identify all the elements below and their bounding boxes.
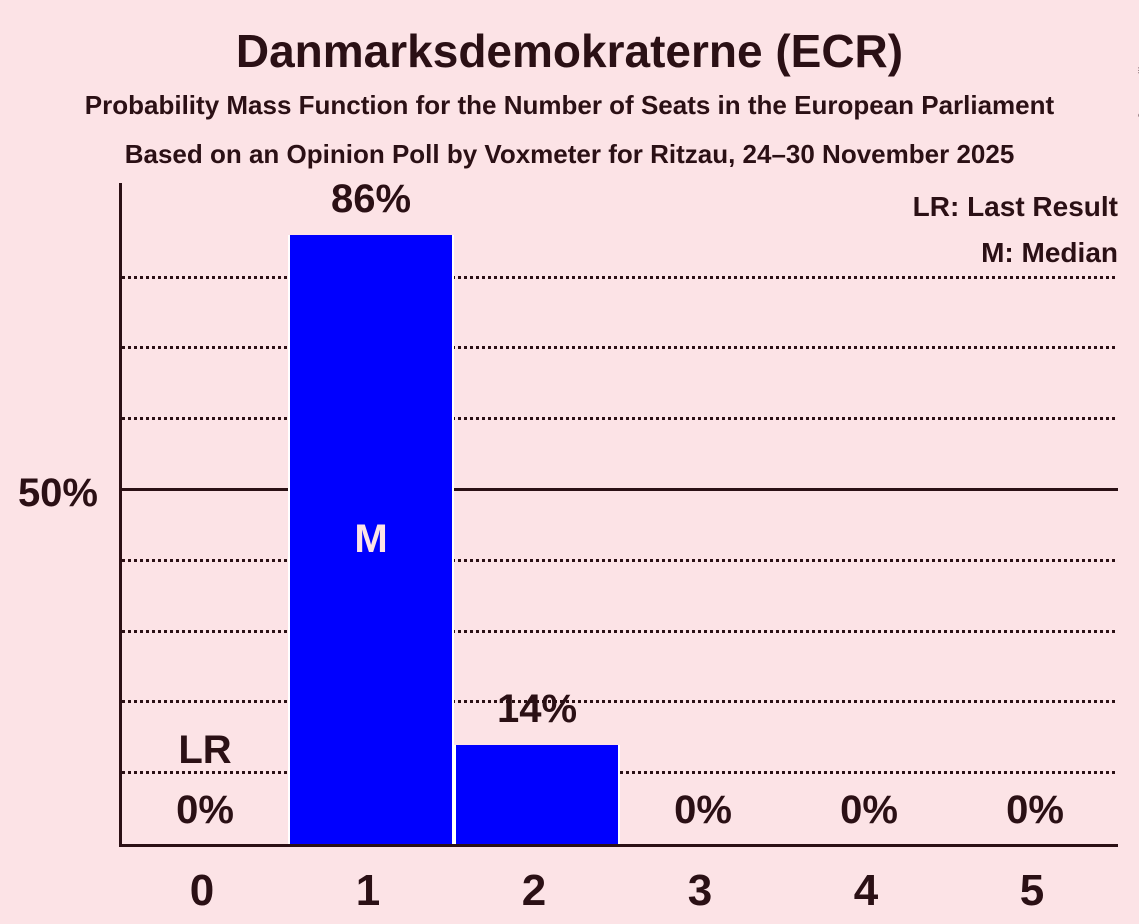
median-marker: M	[354, 517, 388, 562]
x-axis-label-1: 1	[355, 866, 381, 915]
legend-median: M: Median	[981, 237, 1118, 268]
chart-subtitle: Probability Mass Function for the Number…	[84, 90, 1055, 120]
chart-title: Danmarksdemokraterne (ECR)	[235, 25, 904, 77]
bar-seats-2	[454, 744, 620, 844]
x-axis-labels: 0 1 2 3 4 5	[119, 850, 1118, 920]
value-label-seats-5: 0%	[1006, 788, 1064, 832]
x-axis-label-3: 3	[687, 866, 713, 915]
legend-last-result: LR: Last Result	[912, 191, 1118, 222]
x-axis-label-0: 0	[189, 866, 215, 915]
legend: LR: Last Result M: Median	[913, 184, 1118, 276]
bar-seats-1: M	[288, 235, 454, 844]
value-label-seats-1: 86%	[330, 177, 412, 222]
gridline-30-percent	[122, 629, 1118, 633]
x-axis-label-5: 5	[1019, 866, 1045, 915]
value-label-seats-2: 14%	[496, 686, 578, 731]
gridline-10-percent	[122, 771, 1118, 775]
x-axis-label-2: 2	[521, 866, 547, 915]
gridline-60-percent	[122, 417, 1118, 421]
chart-source-line: Based on an Opinion Poll by Voxmeter for…	[124, 139, 1015, 169]
y-axis-50-percent-label: 50%	[17, 471, 98, 515]
value-label-seats-0: 0%	[176, 788, 234, 832]
last-result-marker: LR	[178, 728, 232, 772]
gridline-20-percent	[122, 700, 1118, 704]
value-label-seats-3: 0%	[674, 788, 732, 832]
value-label-seats-4: 0%	[840, 788, 898, 832]
gridline-40-percent	[122, 558, 1118, 562]
gridline-50-percent-major	[122, 488, 1118, 491]
x-axis-label-4: 4	[853, 866, 879, 915]
gridline-70-percent	[122, 346, 1118, 350]
plot-area: 0% LR M 86% 14% 0% 0% 0%	[119, 179, 1118, 847]
gridline-80-percent	[122, 275, 1118, 279]
